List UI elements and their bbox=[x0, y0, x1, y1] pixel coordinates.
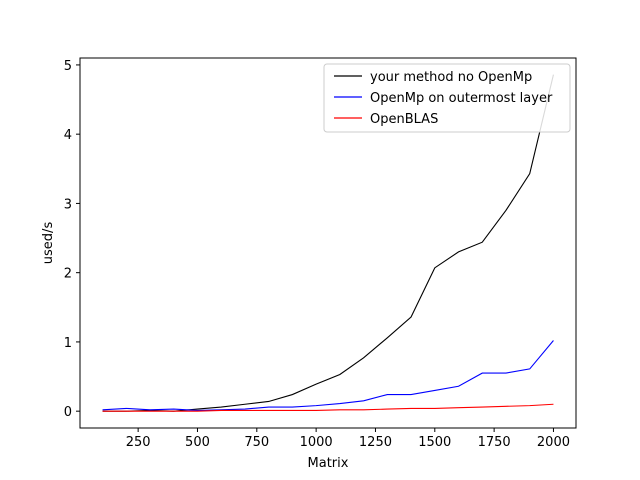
x-axis-label: Matrix bbox=[308, 456, 349, 471]
x-tick-label: 2000 bbox=[537, 435, 570, 450]
plot-frame bbox=[79, 57, 577, 429]
legend-label: OpenMp on outermost layer bbox=[370, 91, 553, 106]
x-tick-label: 250 bbox=[126, 435, 151, 450]
x-tick-label: 1500 bbox=[418, 435, 451, 450]
y-tick-label: 2 bbox=[64, 267, 72, 282]
y-tick-label: 5 bbox=[64, 59, 72, 74]
x-tick-label: 1000 bbox=[300, 435, 333, 450]
legend-box bbox=[323, 63, 571, 133]
legend: your method no OpenMp OpenMp on outermost… bbox=[323, 63, 571, 133]
y-tick-label: 3 bbox=[64, 197, 72, 212]
y-axis: 0 1 2 3 4 5 bbox=[64, 59, 80, 420]
legend-label: your method no OpenMp bbox=[370, 70, 532, 85]
series-layer bbox=[102, 74, 554, 412]
y-axis-label: used/s bbox=[41, 222, 56, 265]
series-line-2 bbox=[102, 403, 554, 412]
x-axis: 250 500 750 1000 1250 1500 1750 2000 bbox=[126, 428, 570, 450]
y-tick-label: 0 bbox=[64, 405, 72, 420]
x-tick-label: 750 bbox=[244, 435, 269, 450]
x-tick-label: 1250 bbox=[359, 435, 392, 450]
x-tick-label: 500 bbox=[185, 435, 210, 450]
x-tick-label: 1750 bbox=[478, 435, 511, 450]
series-line-1 bbox=[102, 340, 554, 412]
legend-label: OpenBLAS bbox=[370, 112, 438, 127]
y-tick-label: 1 bbox=[64, 336, 72, 351]
y-tick-label: 4 bbox=[64, 128, 72, 143]
